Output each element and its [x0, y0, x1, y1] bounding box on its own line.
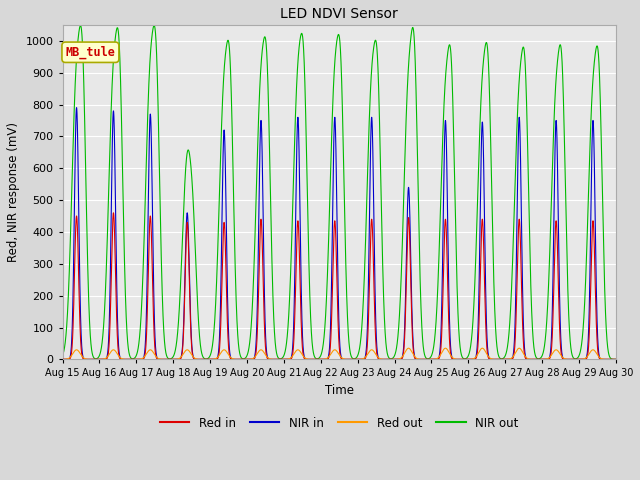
Text: MB_tule: MB_tule — [65, 46, 115, 59]
Title: LED NDVI Sensor: LED NDVI Sensor — [280, 7, 398, 21]
Legend: Red in, NIR in, Red out, NIR out: Red in, NIR in, Red out, NIR out — [155, 412, 524, 434]
Y-axis label: Red, NIR response (mV): Red, NIR response (mV) — [7, 122, 20, 262]
X-axis label: Time: Time — [324, 384, 354, 397]
